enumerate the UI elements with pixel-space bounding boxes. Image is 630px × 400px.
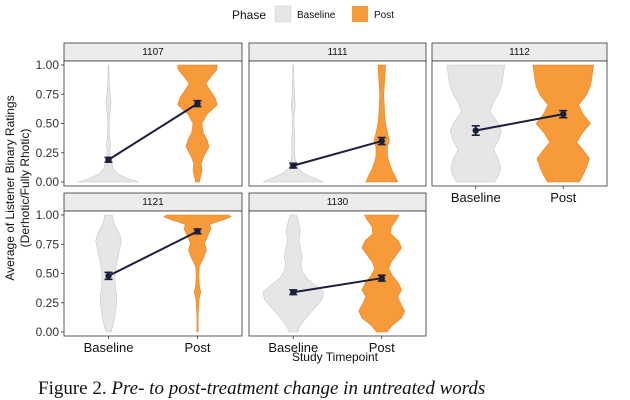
violin-baseline [78,64,139,183]
y-tick-label: 0.25 [36,146,60,160]
x-tick-label-post: Post [369,340,395,355]
mean-point-baseline [105,272,112,280]
legend-label-post: Post [374,10,394,21]
mean-point-post [378,137,385,145]
violin-baseline [446,64,505,183]
mean-point-post [194,100,201,107]
panel-strip-label: 1107 [142,47,164,58]
figure-caption: Figure 2. Pre- to post-treatment change … [38,378,630,400]
caption-lead: Figure 2. [38,378,107,399]
legend-key-post [352,6,368,22]
panels: 1107 0.00 0.25 0.50 0.75 1.00 1111 1112 Baseline… [36,42,608,355]
mean-point-post [378,274,385,282]
mean-point-baseline [290,162,297,169]
y-tick-label: 0.25 [36,296,60,310]
panel-1111: 1111 [248,42,427,187]
panel-1112: 1112 Baseline Post [431,42,608,205]
mean-line [292,140,383,167]
legend-key-baseline [274,5,292,23]
mean-line [108,230,198,277]
y-tick-label: 0.00 [36,325,60,339]
mean-point-post [560,110,567,118]
panel-1121: 1121 0.00 0.25 0.50 0.75 1.00 Baseline Post [36,192,243,355]
y-tick-label: 0.50 [36,267,60,281]
panel-strip-label: 1121 [142,197,164,208]
y-tick-label: 1.00 [36,58,60,72]
violin-post [163,214,232,333]
panel-strip-label: 1111 [327,47,347,58]
panel-strip-label: 1130 [327,197,349,208]
y-axis-title: Average of Listener Binary Ratings [3,95,17,280]
y-tick-label: 0.00 [36,175,60,189]
y-axis-title-line-2: (Derhotic/Fully Rhotic) [18,129,32,248]
x-tick-label-post: Post [184,340,210,355]
violin-post [177,64,218,183]
plot-area [248,60,427,187]
x-axis-title: Study Timepoint [292,350,379,364]
plot-area [63,210,243,337]
violin-post [358,214,406,333]
x-tick-label-baseline: Baseline [84,340,134,355]
y-tick-label: 0.50 [36,117,60,131]
legend-label-baseline: Baseline [297,10,336,21]
mean-line [107,102,199,161]
violin-baseline [262,64,324,183]
x-tick-label-baseline: Baseline [451,190,501,205]
plot-area [63,60,243,187]
y-tick-label: 1.00 [36,208,60,222]
violin-post [532,64,594,183]
panel-1107: 1107 0.00 0.25 0.50 0.75 1.00 [36,42,243,189]
mean-point-baseline [290,289,297,296]
panel-1130: 1130 Baseline Post [248,192,427,355]
violin-baseline [262,214,324,333]
mean-point-post [194,228,201,235]
mean-point-baseline [472,127,479,134]
mean-line [475,113,564,132]
mean-point-baseline [105,156,112,163]
mean-line [293,277,382,294]
y-tick-label: 0.75 [36,237,60,251]
legend-title: Phase [232,8,266,22]
violin-post [365,64,399,183]
x-tick-label-post: Post [550,190,576,205]
caption-text: Pre- to post-treatment change in untreat… [111,378,486,399]
panel-strip-label: 1112 [509,47,530,58]
legend: Phase Baseline Post [232,5,394,23]
y-tick-label: 0.75 [36,87,60,101]
x-tick-label-baseline: Baseline [268,340,318,355]
